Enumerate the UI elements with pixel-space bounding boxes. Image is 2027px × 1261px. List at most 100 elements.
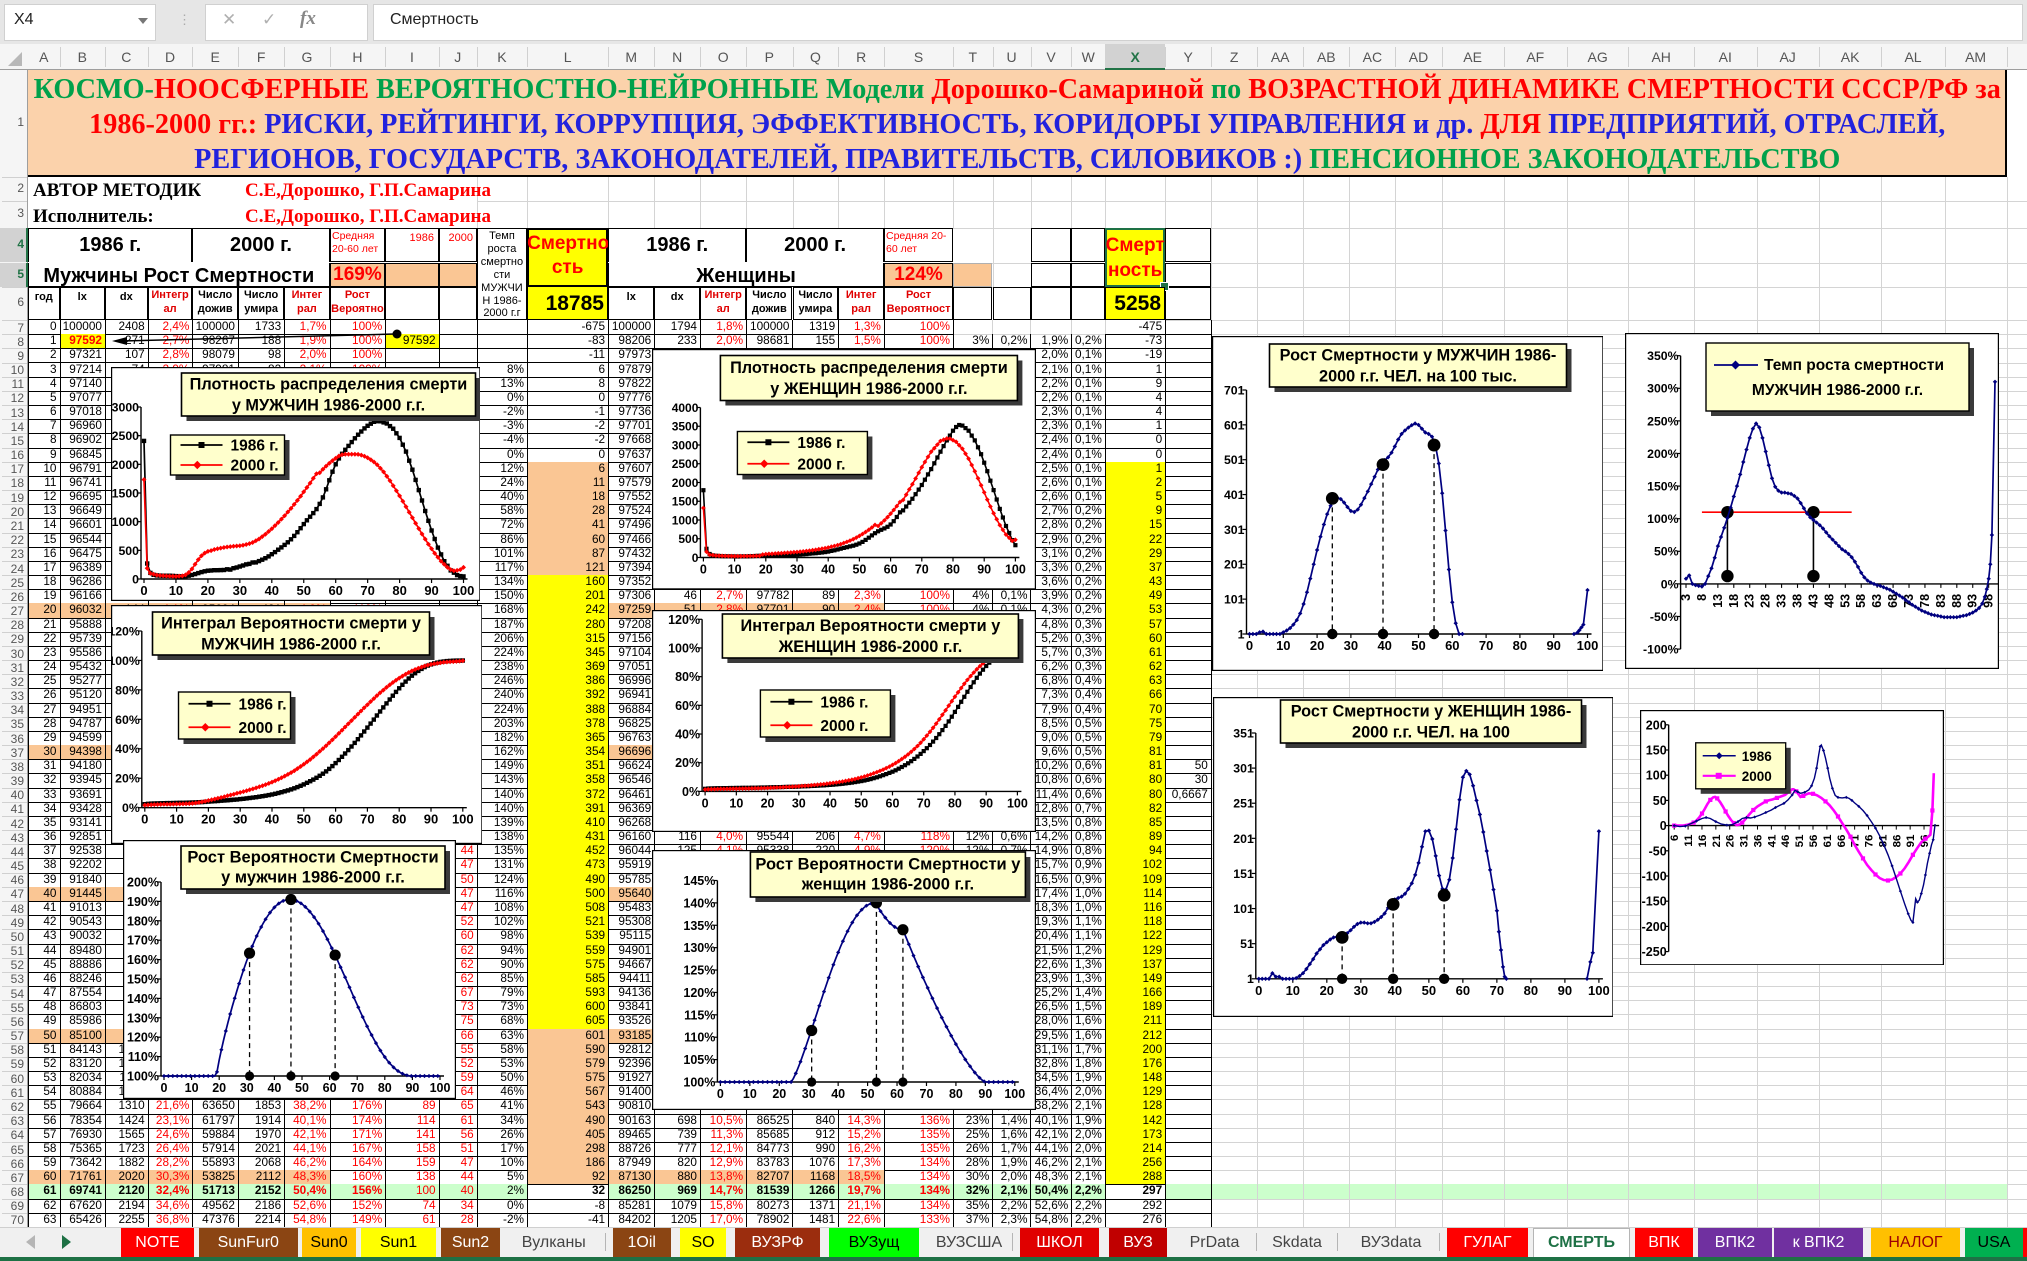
- svg-text:10: 10: [742, 1087, 756, 1101]
- svg-text:190%: 190%: [127, 895, 159, 909]
- svg-text:180%: 180%: [127, 914, 159, 928]
- svg-text:60%: 60%: [115, 713, 140, 727]
- svg-text:80: 80: [1512, 638, 1526, 653]
- svg-text:71: 71: [1850, 834, 1862, 847]
- svg-text:701: 701: [1223, 383, 1244, 397]
- svg-text:90: 90: [424, 583, 438, 598]
- svg-text:18: 18: [1727, 594, 1741, 608]
- svg-text:70: 70: [350, 1081, 364, 1095]
- svg-text:0: 0: [140, 583, 147, 598]
- svg-text:50: 50: [852, 562, 866, 576]
- svg-text:-50%: -50%: [1650, 610, 1679, 624]
- svg-text:50: 50: [295, 1081, 309, 1095]
- svg-text:2000 г.: 2000 г.: [238, 720, 286, 737]
- svg-text:10: 10: [168, 583, 182, 598]
- svg-text:100: 100: [1005, 562, 1026, 576]
- svg-text:13: 13: [1711, 594, 1725, 608]
- svg-text:2000 г.г. ЧЕЛ. на 100: 2000 г.г. ЧЕЛ. на 100: [1352, 723, 1510, 741]
- svg-text:0: 0: [161, 1081, 168, 1095]
- svg-text:83: 83: [1934, 594, 1948, 608]
- svg-text:120%: 120%: [127, 1031, 159, 1045]
- svg-text:401: 401: [1223, 488, 1244, 502]
- svg-text:2000 г.г. ЧЕЛ. на 100 тыс.: 2000 г.г. ЧЕЛ. на 100 тыс.: [1319, 367, 1517, 385]
- svg-text:100%: 100%: [683, 1076, 715, 1090]
- svg-text:100: 100: [1576, 638, 1598, 653]
- svg-text:Рост Смертности у МУЖЧИН 1986-: Рост Смертности у МУЖЧИН 1986-: [1279, 346, 1556, 364]
- svg-text:60: 60: [890, 1087, 904, 1101]
- svg-text:140%: 140%: [683, 896, 715, 910]
- svg-text:60: 60: [883, 562, 897, 576]
- svg-text:0%: 0%: [1661, 577, 1679, 591]
- svg-text:76: 76: [1864, 835, 1876, 848]
- svg-text:36: 36: [1752, 835, 1764, 848]
- svg-text:58: 58: [1854, 594, 1868, 608]
- svg-text:41: 41: [1766, 834, 1778, 847]
- svg-text:40: 40: [1377, 638, 1391, 653]
- svg-text:3: 3: [1679, 594, 1693, 601]
- svg-text:90: 90: [1557, 983, 1571, 998]
- svg-text:120%: 120%: [668, 613, 700, 627]
- svg-text:10: 10: [169, 812, 183, 827]
- svg-text:140%: 140%: [127, 992, 159, 1006]
- svg-text:60: 60: [1455, 983, 1469, 998]
- svg-text:60%: 60%: [675, 699, 700, 713]
- svg-text:0: 0: [700, 562, 707, 576]
- svg-text:1: 1: [1246, 972, 1253, 986]
- svg-text:3000: 3000: [111, 400, 139, 414]
- svg-text:70: 70: [914, 562, 928, 576]
- svg-text:50: 50: [1411, 638, 1425, 653]
- svg-text:Плотность распределения смерти: Плотность распределения смерти: [730, 358, 1008, 376]
- svg-text:0%: 0%: [122, 801, 140, 815]
- svg-text:200%: 200%: [1647, 447, 1679, 461]
- svg-text:1000: 1000: [671, 513, 698, 527]
- svg-text:51: 51: [1240, 937, 1254, 951]
- svg-text:130%: 130%: [127, 1011, 159, 1025]
- svg-text:50: 50: [296, 583, 310, 598]
- svg-text:Интеграл Вероятности смерти у: Интеграл Вероятности смерти у: [161, 614, 421, 632]
- svg-text:женщин 1986-2000 г.г.: женщин 1986-2000 г.г.: [800, 876, 973, 894]
- svg-text:100: 100: [1588, 983, 1610, 998]
- svg-text:40: 40: [1387, 983, 1401, 998]
- svg-text:10: 10: [727, 562, 741, 576]
- svg-text:70: 70: [919, 1087, 933, 1101]
- svg-text:100%: 100%: [1647, 512, 1679, 526]
- svg-text:501: 501: [1223, 453, 1244, 467]
- svg-text:40%: 40%: [675, 728, 700, 742]
- svg-text:0: 0: [717, 1087, 724, 1101]
- svg-text:130%: 130%: [683, 941, 715, 955]
- svg-text:ЖЕНЩИН 1986-2000 г.г.: ЖЕНЩИН 1986-2000 г.г.: [777, 638, 962, 656]
- svg-text:1986 г.: 1986 г.: [230, 438, 278, 455]
- svg-text:500: 500: [678, 532, 698, 546]
- svg-text:88: 88: [1950, 594, 1964, 608]
- svg-text:120%: 120%: [111, 624, 140, 638]
- svg-text:90: 90: [1546, 638, 1560, 653]
- svg-text:50: 50: [860, 1087, 874, 1101]
- svg-text:80%: 80%: [115, 683, 140, 697]
- svg-text:у МУЖЧИН 1986-2000 г.г.: у МУЖЧИН 1986-2000 г.г.: [231, 396, 424, 414]
- svg-text:26: 26: [1725, 835, 1737, 848]
- svg-text:30: 30: [240, 1081, 254, 1095]
- svg-text:2500: 2500: [111, 429, 139, 443]
- svg-text:1500: 1500: [671, 494, 698, 508]
- svg-text:61: 61: [1822, 834, 1834, 847]
- svg-text:38: 38: [1791, 594, 1805, 608]
- svg-text:-50: -50: [1649, 844, 1667, 858]
- svg-text:150: 150: [1646, 743, 1667, 757]
- svg-text:100: 100: [1004, 1087, 1025, 1101]
- svg-text:Рост Вероятности Смертности у: Рост Вероятности Смертности у: [755, 856, 1021, 874]
- svg-text:31: 31: [1739, 834, 1751, 847]
- svg-text:20: 20: [201, 812, 215, 827]
- svg-text:40: 40: [821, 562, 835, 576]
- svg-text:20: 20: [758, 562, 772, 576]
- svg-text:160%: 160%: [127, 953, 159, 967]
- svg-text:145%: 145%: [683, 874, 715, 888]
- svg-text:100%: 100%: [127, 1070, 159, 1084]
- svg-text:10: 10: [729, 796, 743, 810]
- svg-text:20: 20: [200, 583, 214, 598]
- svg-text:0: 0: [132, 572, 139, 586]
- svg-text:78: 78: [1918, 594, 1932, 608]
- svg-text:60: 60: [885, 796, 899, 810]
- svg-text:100%: 100%: [668, 641, 700, 655]
- svg-text:0: 0: [1660, 819, 1667, 833]
- svg-text:50: 50: [1653, 794, 1667, 808]
